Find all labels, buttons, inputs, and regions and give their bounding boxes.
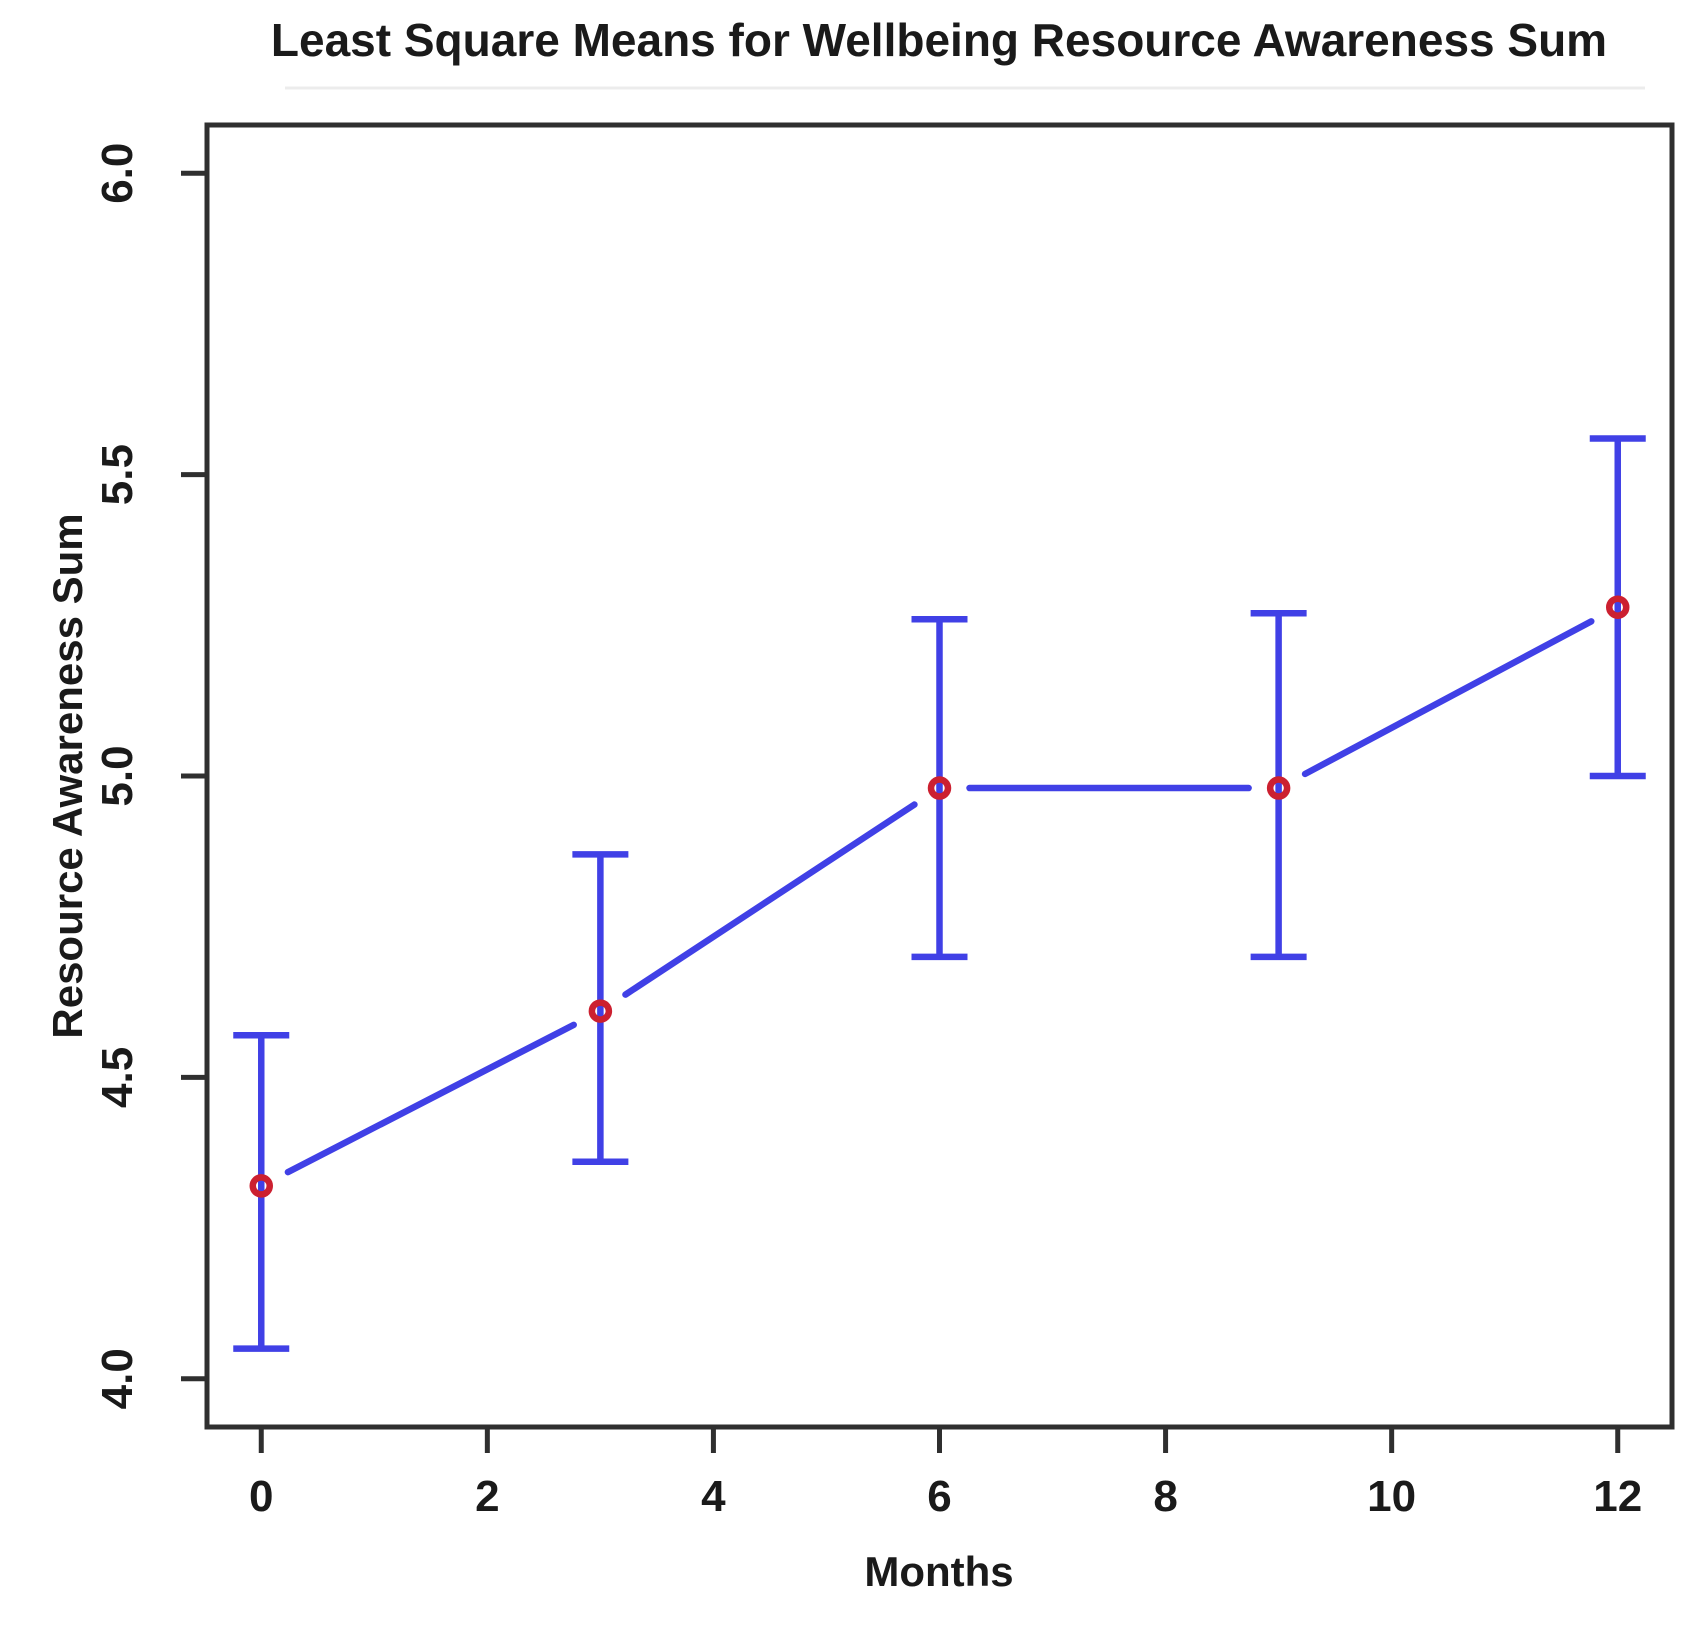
series-line-segment: [622, 801, 918, 998]
data-point-markers: [249, 595, 1630, 1198]
y-axis-ticks: 4.0 4.5 5.0 5.5 6.0: [93, 143, 207, 1409]
series-line-segment: [1301, 618, 1595, 778]
data-point-marker: [1605, 595, 1630, 619]
data-point-marker: [927, 776, 952, 800]
x-axis-label: Months: [864, 1548, 1013, 1595]
y-tick-label: 6.0: [93, 143, 142, 204]
x-axis-ticks: 0 2 4 6 8 10 12: [249, 1427, 1642, 1521]
x-tick-label: 6: [927, 1472, 951, 1521]
y-axis-label: Resource Awareness Sum: [44, 513, 91, 1038]
y-tick-label: 5.0: [93, 745, 142, 806]
x-tick-label: 0: [249, 1472, 273, 1521]
x-tick-label: 10: [1367, 1472, 1416, 1521]
x-tick-label: 2: [475, 1472, 499, 1521]
error-bars: [233, 435, 1646, 1352]
data-point-marker: [249, 1174, 274, 1198]
chart-title: Least Square Means for Wellbeing Resourc…: [271, 14, 1607, 66]
y-tick-label: 5.5: [93, 444, 142, 505]
x-tick-label: 8: [1153, 1472, 1177, 1521]
y-tick-label: 4.5: [93, 1047, 142, 1108]
y-tick-label: 4.0: [93, 1348, 142, 1409]
data-point-marker: [588, 999, 613, 1023]
line-segments: [284, 618, 1595, 1176]
series-line-segment: [284, 1021, 577, 1176]
data-point-marker: [1266, 776, 1291, 800]
x-tick-label: 12: [1593, 1472, 1642, 1521]
x-tick-label: 4: [701, 1472, 726, 1521]
